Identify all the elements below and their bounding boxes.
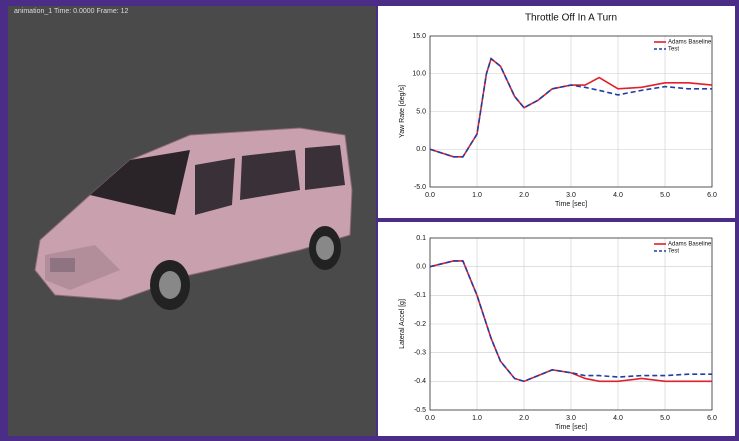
- x-tick-label: 5.0: [660, 192, 670, 199]
- x-tick-label: 4.0: [613, 192, 623, 199]
- legend-label: Adams Baseline: [668, 242, 712, 248]
- x-tick-label: 6.0: [707, 192, 717, 199]
- x-axis-label: Time [sec]: [555, 201, 587, 208]
- x-axis-label: Time [sec]: [555, 424, 587, 431]
- y-tick-label: 0.1: [416, 235, 426, 242]
- x-tick-label: 0.0: [425, 192, 435, 199]
- x-tick-label: 4.0: [613, 415, 623, 422]
- plot-frame: [429, 237, 713, 411]
- y-axis-label: Lateral Accel [g]: [399, 299, 406, 349]
- x-tick-label: 0.0: [425, 415, 435, 422]
- van-model: [34, 127, 353, 310]
- legend-label: Test: [668, 47, 679, 53]
- data-line: [429, 57, 712, 158]
- chart-title: Throttle Off In A Turn: [525, 13, 617, 24]
- x-tick-label: 1.0: [472, 415, 482, 422]
- plot-panel: [378, 222, 735, 436]
- plot-panel: [378, 6, 735, 218]
- x-tick-label: 6.0: [707, 415, 717, 422]
- x-tick-label: 5.0: [660, 415, 670, 422]
- y-tick-label: -0.3: [414, 350, 426, 357]
- y-tick-label: -0.4: [414, 378, 426, 385]
- x-tick-label: 3.0: [566, 192, 576, 199]
- y-tick-label: 5.0: [416, 108, 426, 115]
- y-tick-label: -0.2: [414, 321, 426, 328]
- x-tick-label: 2.0: [519, 415, 529, 422]
- x-tick-label: 3.0: [566, 415, 576, 422]
- y-tick-label: 15.0: [412, 33, 426, 40]
- x-tick-label: 1.0: [472, 192, 482, 199]
- viewport-info: animation_1 Time: 0.0000 Frame: 12: [14, 8, 129, 15]
- legend-label: Test: [668, 249, 679, 255]
- y-tick-label: -5.0: [414, 184, 426, 191]
- y-tick-label: -0.1: [414, 292, 426, 299]
- y-tick-label: 0.0: [416, 146, 426, 153]
- y-tick-label: -0.5: [414, 407, 426, 414]
- y-tick-label: 0.0: [416, 264, 426, 271]
- plot-frame: [429, 35, 713, 188]
- legend-label: Adams Baseline: [668, 40, 712, 46]
- x-tick-label: 2.0: [519, 192, 529, 199]
- y-tick-label: 10.0: [412, 71, 426, 78]
- y-axis-label: Yaw Rate [deg/s]: [399, 85, 406, 138]
- data-line: [429, 260, 712, 383]
